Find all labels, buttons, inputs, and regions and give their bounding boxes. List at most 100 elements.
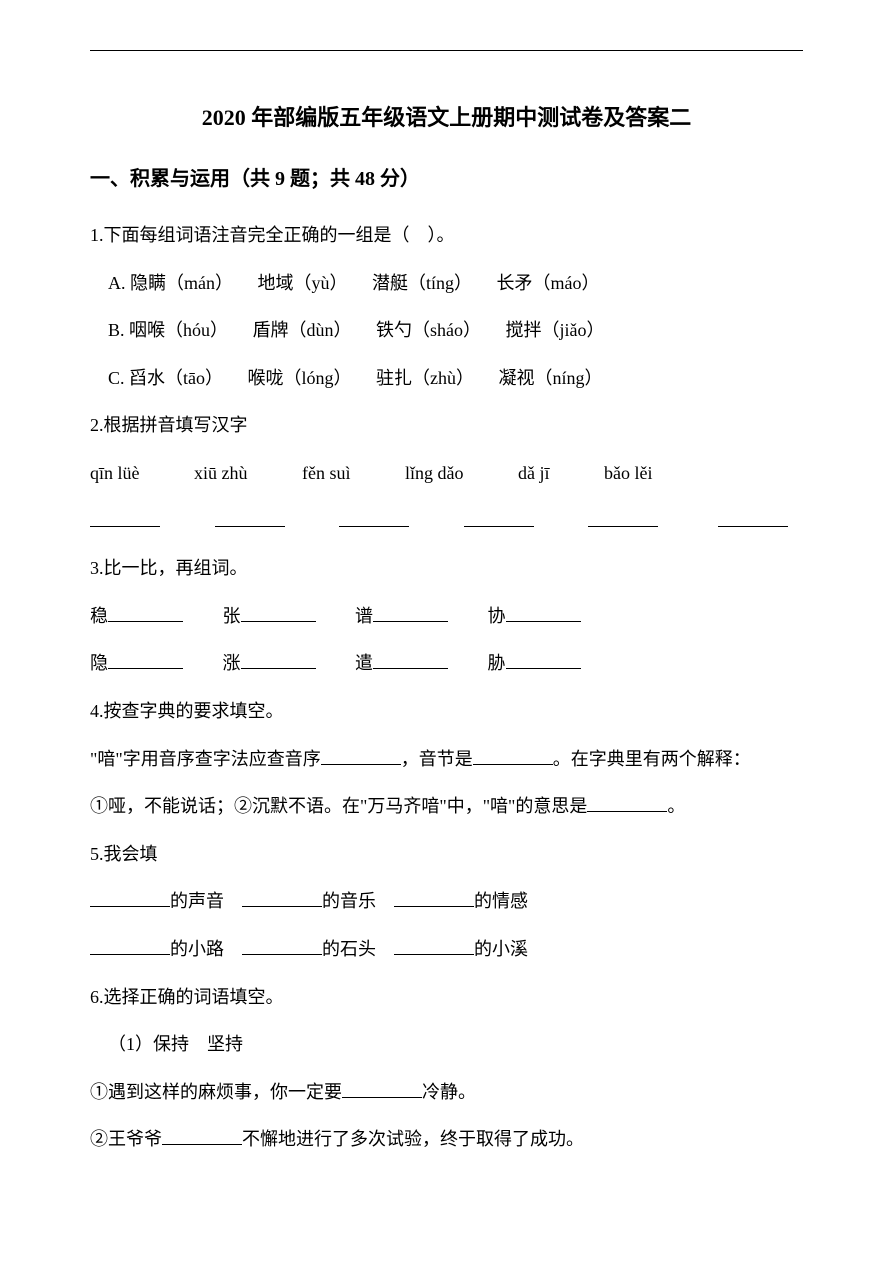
q3-r2c4: 胁 xyxy=(488,644,581,684)
q1a-w3: 潜艇（tíng） xyxy=(372,264,472,304)
q1-stem: 1.下面每组词语注音完全正确的一组是（ ）。 xyxy=(90,216,803,256)
q3-row1: 稳 张 谱 协 xyxy=(90,597,803,637)
q3-r2c2-char: 涨 xyxy=(223,653,241,673)
q4-l2a: ①哑，不能说话；②沉默不语。在"万马齐喑"中，"喑"的意思是 xyxy=(90,796,587,816)
q2-blank-6 xyxy=(718,507,788,527)
q1b-w4: 搅拌（jiǎo） xyxy=(506,311,605,351)
q4-blank1 xyxy=(321,745,401,765)
q3-r2c4-blank xyxy=(506,649,581,669)
q2-pinyin-row: qīn lüè xiū zhù fěn suì lǐng dǎo dǎ jī b… xyxy=(90,454,803,494)
q4-l1a: "喑"字用音序查字法应查音序 xyxy=(90,749,321,769)
q1c-label: C. xyxy=(108,368,125,388)
q3-r2c3-char: 遣 xyxy=(355,653,373,673)
q1-option-b: B. 咽喉（hóu） 盾牌（dùn） 铁勺（sháo） 搅拌（jiǎo） xyxy=(90,311,803,351)
q2-blank-5 xyxy=(588,507,658,527)
q2-p2: xiū zhù xyxy=(194,454,248,494)
q1a-w4: 长矛（máo） xyxy=(497,264,600,304)
q2-p5: dǎ jī xyxy=(518,454,550,494)
q3-r2c4-char: 胁 xyxy=(488,653,506,673)
q2-blank-2 xyxy=(215,507,285,527)
q3-r1c2: 张 xyxy=(223,597,316,637)
q1c-w4: 凝视（níng） xyxy=(499,359,603,399)
q3-r1c4-char: 协 xyxy=(488,606,506,626)
q5-r1-b1 xyxy=(90,887,170,907)
q3-r1c4: 协 xyxy=(488,597,581,637)
q5-row1: 的声音 的音乐 的情感 xyxy=(90,882,803,922)
q4-l2b: 。 xyxy=(667,796,685,816)
q1-option-c: C. 舀水（tāo） 喉咙（lóng） 驻扎（zhù） 凝视（níng） xyxy=(90,359,803,399)
q3-r2c1-char: 隐 xyxy=(90,653,108,673)
q2-stem: 2.根据拼音填写汉字 xyxy=(90,406,803,446)
q6-stem: 6.选择正确的词语填空。 xyxy=(90,978,803,1018)
q4-blank3 xyxy=(587,792,667,812)
q3-r1c2-blank xyxy=(241,602,316,622)
q2-blank-row xyxy=(90,502,803,542)
q3-row2: 隐 涨 遣 胁 xyxy=(90,644,803,684)
q6-pair: （1）保持 坚持 xyxy=(90,1025,803,1065)
q2-p6: bǎo lěi xyxy=(604,454,652,494)
q3-r2c3: 遣 xyxy=(355,644,448,684)
top-rule xyxy=(90,50,803,51)
q3-r1c1: 稳 xyxy=(90,597,183,637)
q1-option-a: A. 隐瞒（mán） 地域（yù） 潜艇（tíng） 长矛（máo） xyxy=(90,264,803,304)
q6-item1: ①遇到这样的麻烦事，你一定要 冷静。 xyxy=(90,1073,803,1113)
q3-r1c1-blank xyxy=(108,602,183,622)
q1a-w2: 地域（yù） xyxy=(258,264,348,304)
q5-r2-s1: 的小路 xyxy=(170,939,224,959)
q3-r2c2-blank xyxy=(241,649,316,669)
q6-i1b: 冷静。 xyxy=(422,1082,476,1102)
q5-stem: 5.我会填 xyxy=(90,835,803,875)
q1a-label: A. xyxy=(108,273,126,293)
q5-r1-s3: 的情感 xyxy=(474,891,528,911)
q6-item2: ②王爷爷 不懈地进行了多次试验，终于取得了成功。 xyxy=(90,1120,803,1160)
q3-r1c3: 谱 xyxy=(355,597,448,637)
q5-r2-b3 xyxy=(394,935,474,955)
q5-r2-b1 xyxy=(90,935,170,955)
q4-l1c: 。在字典里有两个解释： xyxy=(553,749,751,769)
q4-l1b: ，音节是 xyxy=(401,749,473,769)
q1a-w1: 隐瞒（mán） xyxy=(130,264,233,304)
q5-r2-b2 xyxy=(242,935,322,955)
q6-blank1 xyxy=(342,1078,422,1098)
q3-r1c1-char: 稳 xyxy=(90,606,108,626)
q1b-w1: 咽喉（hóu） xyxy=(129,311,228,351)
q5-row2: 的小路 的石头 的小溪 xyxy=(90,930,803,970)
q4-line2: ①哑，不能说话；②沉默不语。在"万马齐喑"中，"喑"的意思是 。 xyxy=(90,787,803,827)
q5-r1-s1: 的声音 xyxy=(170,891,224,911)
q1b-label: B. xyxy=(108,320,125,340)
q3-r2c1: 隐 xyxy=(90,644,183,684)
q3-r2c1-blank xyxy=(108,649,183,669)
section-heading: 一、积累与运用（共 9 题；共 48 分） xyxy=(90,162,803,191)
q3-r2c2: 涨 xyxy=(223,644,316,684)
q2-p3: fěn suì xyxy=(302,454,351,494)
q2-blank-4 xyxy=(464,507,534,527)
q2-blank-1 xyxy=(90,507,160,527)
q3-r1c2-char: 张 xyxy=(223,606,241,626)
page-title: 2020 年部编版五年级语文上册期中测试卷及答案二 xyxy=(90,100,803,132)
q3-stem: 3.比一比，再组词。 xyxy=(90,549,803,589)
q2-blank-3 xyxy=(339,507,409,527)
q5-r1-b3 xyxy=(394,887,474,907)
q3-r1c3-blank xyxy=(373,602,448,622)
q6-blank2 xyxy=(162,1125,242,1145)
q5-r2-s3: 的小溪 xyxy=(474,939,528,959)
q2-p4: lǐng dǎo xyxy=(405,454,464,494)
q4-stem: 4.按查字典的要求填空。 xyxy=(90,692,803,732)
q1c-w2: 喉咙（lóng） xyxy=(248,359,352,399)
q5-r2-s2: 的石头 xyxy=(322,939,376,959)
q5-r1-s2: 的音乐 xyxy=(322,891,376,911)
q3-r1c4-blank xyxy=(506,602,581,622)
q1c-w1: 舀水（tāo） xyxy=(129,359,223,399)
q1c-w3: 驻扎（zhù） xyxy=(376,359,474,399)
q1b-w2: 盾牌（dùn） xyxy=(253,311,352,351)
q2-p1: qīn lüè xyxy=(90,454,140,494)
q3-r2c3-blank xyxy=(373,649,448,669)
q4-blank2 xyxy=(473,745,553,765)
q4-line1: "喑"字用音序查字法应查音序 ，音节是 。在字典里有两个解释： xyxy=(90,740,803,780)
q6-i2b: 不懈地进行了多次试验，终于取得了成功。 xyxy=(242,1129,584,1149)
q5-r1-b2 xyxy=(242,887,322,907)
q3-r1c3-char: 谱 xyxy=(355,606,373,626)
q6-i2a: ②王爷爷 xyxy=(90,1129,162,1149)
q1b-w3: 铁勺（sháo） xyxy=(376,311,481,351)
q6-i1a: ①遇到这样的麻烦事，你一定要 xyxy=(90,1082,342,1102)
